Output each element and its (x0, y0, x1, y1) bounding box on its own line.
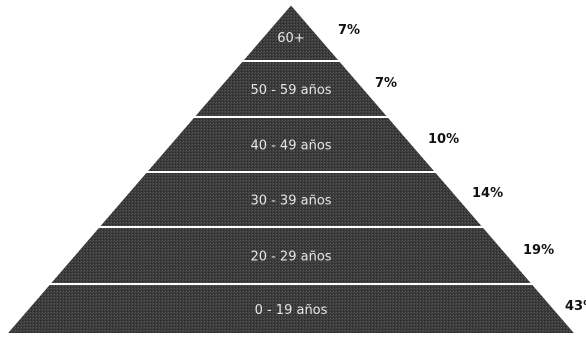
band-label-40-49-a-os: 40 - 49 años (250, 139, 331, 154)
value-label-0-19-a-os: 43% (565, 299, 586, 314)
pyramid-bands (3, 2, 579, 335)
pyramid-band-0-19-a-os (3, 283, 579, 335)
pyramid-band-labels: 60+ 50 - 59 años 40 - 49 años 30 - 39 años 2… (250, 31, 331, 318)
value-label-30-39-a-os: 14% (472, 186, 503, 201)
band-label-20-29-a-os: 20 - 29 años (250, 250, 331, 265)
value-label-60: 7% (338, 23, 360, 38)
band-label-0-19-a-os: 0 - 19 años (255, 303, 328, 318)
value-label-50-59-a-os: 7% (375, 76, 397, 91)
band-label-50-59-a-os: 50 - 59 años (250, 83, 331, 98)
value-label-20-29-a-os: 19% (523, 243, 554, 258)
value-label-40-49-a-os: 10% (428, 132, 459, 147)
pyramid-value-labels: 7% 7% 10% 14% 19% 43% (338, 23, 586, 314)
band-label-60: 60+ (277, 31, 304, 46)
band-label-30-39-a-os: 30 - 39 años (250, 194, 331, 209)
